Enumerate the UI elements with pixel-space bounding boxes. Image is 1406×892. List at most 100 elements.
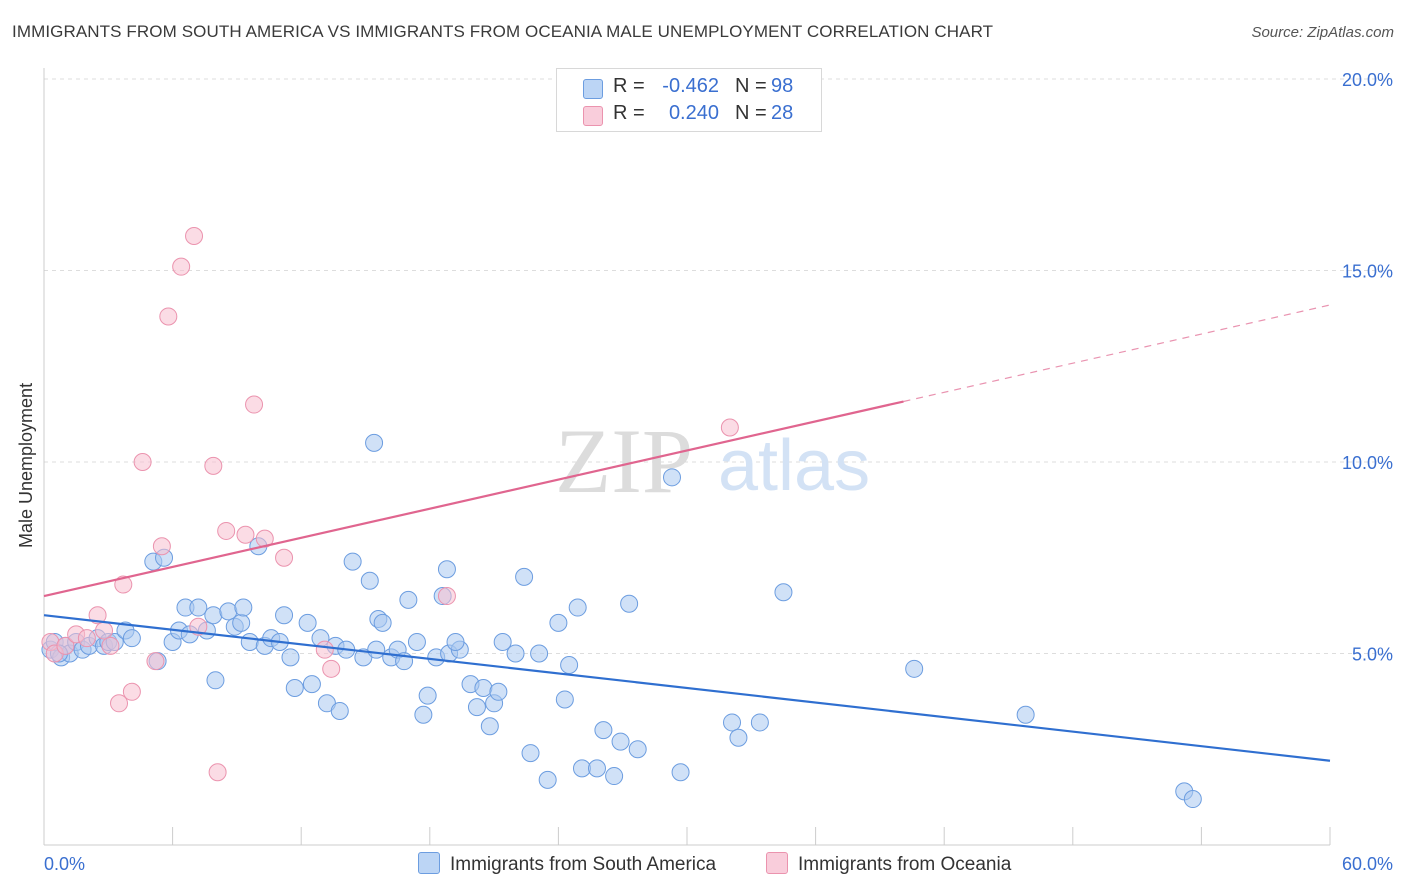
legend-n-label: N = — [735, 75, 767, 97]
y-tick-label: 20.0% — [1342, 70, 1393, 90]
data-point — [315, 640, 334, 659]
data-point — [133, 453, 152, 471]
data-point — [437, 587, 456, 606]
data-point — [185, 227, 204, 246]
data-point — [568, 598, 587, 617]
data-point — [285, 678, 304, 697]
y-tick-label: 10.0% — [1342, 453, 1393, 473]
data-point — [1183, 790, 1202, 809]
data-point — [729, 728, 748, 747]
data-point — [620, 594, 639, 613]
watermark-atlas: atlas — [718, 426, 870, 506]
data-point — [605, 767, 624, 786]
data-point — [555, 690, 574, 709]
data-point — [95, 621, 114, 640]
data-point — [360, 571, 379, 590]
data-point — [240, 633, 259, 652]
data-point — [774, 583, 793, 602]
x-tick-label: 60.0% — [1342, 854, 1393, 874]
legend-n-value: 98 — [771, 75, 794, 97]
data-point — [750, 713, 769, 732]
data-point — [206, 671, 225, 690]
data-point — [204, 456, 223, 475]
legend-swatch-pink — [583, 106, 603, 126]
legend-n-value: 28 — [771, 102, 794, 124]
data-point — [467, 698, 486, 717]
data-point — [365, 433, 384, 452]
correlation-legend: R = -0.462 N = 98 R = 0.240 N = 28 — [556, 68, 822, 132]
data-point — [506, 644, 525, 663]
data-point — [493, 633, 512, 652]
data-point — [587, 759, 606, 778]
data-point — [208, 763, 227, 782]
data-point — [56, 636, 75, 655]
data-point — [414, 705, 433, 724]
grid-lines — [44, 78, 1392, 654]
data-point — [322, 659, 341, 678]
data-point — [298, 613, 317, 632]
legend-row-south-america: R = -0.462 N = 98 — [557, 75, 821, 101]
data-point — [275, 606, 294, 625]
chart-title: IMMIGRANTS FROM SOUTH AMERICA VS IMMIGRA… — [12, 22, 994, 41]
data-point — [367, 640, 386, 659]
data-point — [671, 763, 690, 782]
data-point — [720, 418, 739, 437]
y-tick-label: 15.0% — [1342, 262, 1393, 282]
legend-row-oceania: R = 0.240 N = 28 — [557, 102, 821, 128]
data-point — [521, 744, 540, 763]
data-point — [549, 613, 568, 632]
data-point — [474, 678, 493, 697]
legend-r-label: R = — [613, 102, 645, 124]
data-point — [343, 552, 362, 571]
series-south-america — [41, 433, 1202, 809]
data-point — [152, 537, 171, 556]
data-point — [204, 606, 223, 625]
x-tick-label: 0.0% — [44, 854, 85, 874]
data-point — [189, 598, 208, 617]
legend-r-value: 0.240 — [668, 102, 719, 124]
trend-line — [43, 614, 1331, 762]
axes — [43, 68, 1331, 846]
bottom-legend-label-pink: Immigrants from Oceania — [798, 854, 1012, 875]
data-point — [560, 655, 579, 674]
data-point — [515, 567, 534, 586]
data-point — [480, 717, 499, 736]
data-point — [172, 257, 191, 276]
legend-r-value: -0.462 — [662, 75, 719, 97]
data-point — [538, 770, 557, 789]
data-point — [611, 732, 630, 751]
data-point — [122, 629, 141, 648]
data-point — [399, 590, 418, 609]
data-point — [723, 713, 742, 732]
data-point — [217, 521, 236, 540]
data-point — [628, 740, 647, 759]
data-point — [418, 686, 437, 705]
data-point — [530, 644, 549, 663]
data-point — [114, 575, 133, 594]
data-point — [159, 307, 178, 326]
trend-line — [43, 400, 904, 598]
legend-n-label: N = — [735, 102, 767, 124]
legend-r-label: R = — [613, 75, 645, 97]
trend-line-extension — [903, 304, 1331, 403]
data-point — [236, 525, 255, 544]
data-point — [489, 682, 508, 701]
data-point — [245, 395, 264, 414]
watermark-zip: ZIP — [555, 410, 693, 512]
data-point — [281, 648, 300, 667]
data-point — [302, 675, 321, 694]
y-tick-label: 5.0% — [1352, 645, 1393, 665]
data-point — [446, 633, 465, 652]
bottom-legend-oceania: Immigrants from Oceania — [766, 852, 1011, 876]
y-axis-label: Male Unemployment — [16, 382, 36, 548]
data-point — [110, 694, 129, 713]
data-point — [572, 759, 591, 778]
data-point — [122, 682, 141, 701]
data-point — [234, 598, 253, 617]
data-point — [88, 606, 107, 625]
data-point — [77, 629, 96, 648]
legend-swatch-blue — [583, 79, 603, 99]
trend-lines — [43, 304, 1331, 762]
series-oceania — [41, 227, 739, 782]
